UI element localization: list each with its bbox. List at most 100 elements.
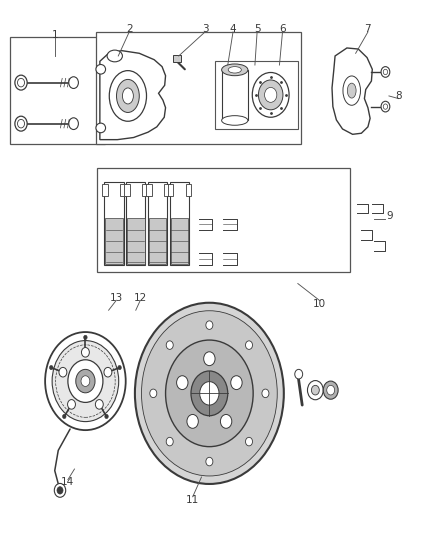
Circle shape xyxy=(95,400,103,409)
Bar xyxy=(97,168,350,272)
Circle shape xyxy=(177,376,188,390)
Bar xyxy=(171,219,188,264)
Circle shape xyxy=(84,335,87,340)
Text: 9: 9 xyxy=(386,211,393,221)
Circle shape xyxy=(105,414,108,418)
Circle shape xyxy=(18,119,25,128)
Text: 11: 11 xyxy=(186,495,199,505)
Circle shape xyxy=(15,116,27,131)
Bar xyxy=(148,182,167,265)
Circle shape xyxy=(18,78,25,87)
Circle shape xyxy=(135,303,284,484)
Bar xyxy=(222,70,248,120)
Circle shape xyxy=(141,311,277,476)
Circle shape xyxy=(68,360,103,402)
Text: 3: 3 xyxy=(201,25,208,34)
Circle shape xyxy=(204,352,215,366)
Circle shape xyxy=(381,67,390,77)
Circle shape xyxy=(311,385,319,395)
Bar xyxy=(186,184,191,196)
Circle shape xyxy=(206,457,213,466)
Circle shape xyxy=(381,101,390,112)
Circle shape xyxy=(76,369,95,393)
Circle shape xyxy=(67,400,75,409)
Bar xyxy=(127,219,145,264)
Bar xyxy=(10,37,105,144)
Circle shape xyxy=(231,376,242,390)
Bar xyxy=(149,219,166,264)
Circle shape xyxy=(220,415,232,429)
Text: 2: 2 xyxy=(126,25,133,34)
Circle shape xyxy=(15,75,27,90)
Text: 8: 8 xyxy=(395,91,402,101)
Bar xyxy=(102,184,108,196)
Bar xyxy=(142,184,147,196)
Circle shape xyxy=(104,367,112,377)
Circle shape xyxy=(81,348,89,357)
Circle shape xyxy=(265,87,277,102)
Ellipse shape xyxy=(107,50,123,62)
Text: 7: 7 xyxy=(364,25,371,34)
Circle shape xyxy=(57,487,63,494)
Text: 13: 13 xyxy=(110,294,123,303)
Ellipse shape xyxy=(117,79,139,112)
Circle shape xyxy=(187,415,198,429)
Circle shape xyxy=(200,382,219,405)
Circle shape xyxy=(49,366,53,370)
Circle shape xyxy=(258,80,283,110)
Circle shape xyxy=(262,389,269,398)
Ellipse shape xyxy=(347,83,356,98)
Circle shape xyxy=(295,369,303,379)
Circle shape xyxy=(63,414,66,418)
Circle shape xyxy=(327,385,335,395)
Circle shape xyxy=(118,366,121,370)
Bar xyxy=(120,184,125,196)
Ellipse shape xyxy=(122,88,133,104)
Bar xyxy=(168,184,173,196)
Circle shape xyxy=(52,341,119,422)
Circle shape xyxy=(69,77,78,88)
Ellipse shape xyxy=(343,76,360,106)
Circle shape xyxy=(246,341,253,349)
Text: 14: 14 xyxy=(61,478,74,487)
Bar xyxy=(105,219,123,264)
Circle shape xyxy=(59,367,67,377)
Ellipse shape xyxy=(109,70,146,122)
Polygon shape xyxy=(332,48,372,134)
Bar xyxy=(124,184,130,196)
Ellipse shape xyxy=(222,64,248,76)
Circle shape xyxy=(323,381,338,399)
Bar xyxy=(96,32,301,144)
Bar xyxy=(146,184,152,196)
Text: 6: 6 xyxy=(279,25,286,34)
Circle shape xyxy=(45,332,126,430)
Bar xyxy=(173,55,181,62)
Text: 4: 4 xyxy=(230,25,237,34)
Ellipse shape xyxy=(222,116,248,125)
Bar xyxy=(215,61,298,129)
Circle shape xyxy=(383,104,388,109)
Ellipse shape xyxy=(228,67,241,73)
Circle shape xyxy=(191,371,228,416)
Text: 1: 1 xyxy=(51,30,58,39)
Circle shape xyxy=(383,69,388,75)
Circle shape xyxy=(54,483,66,497)
Circle shape xyxy=(307,381,323,400)
Ellipse shape xyxy=(96,64,106,74)
Bar xyxy=(104,182,124,265)
Bar xyxy=(164,184,169,196)
Ellipse shape xyxy=(96,123,106,133)
Circle shape xyxy=(69,118,78,130)
Text: 5: 5 xyxy=(254,25,261,34)
Circle shape xyxy=(166,438,173,446)
Circle shape xyxy=(166,341,173,349)
Circle shape xyxy=(81,376,90,386)
Circle shape xyxy=(206,321,213,329)
Circle shape xyxy=(246,438,253,446)
Text: 12: 12 xyxy=(134,294,147,303)
Bar xyxy=(170,182,189,265)
Circle shape xyxy=(166,340,253,447)
Circle shape xyxy=(252,72,289,117)
Bar xyxy=(126,182,145,265)
Text: 10: 10 xyxy=(313,299,326,309)
